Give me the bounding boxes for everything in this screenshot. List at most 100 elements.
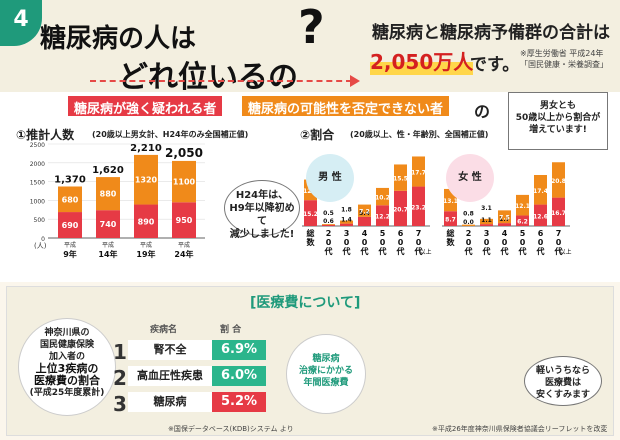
x-tick-label: 代: [396, 246, 405, 256]
bar-possible: [376, 187, 389, 206]
bar-strong: [376, 205, 389, 226]
total-label: 2,050: [165, 146, 203, 160]
data-label: 8.7: [445, 217, 456, 224]
x-tick-label: 代: [518, 246, 527, 256]
data-label: 0.8: [463, 211, 474, 218]
x-tick-label: 0: [326, 238, 332, 247]
note-line-1: 男女とも: [539, 101, 576, 111]
data-label: 1.7: [499, 216, 510, 223]
arrow-icon: [350, 75, 360, 87]
legend-suffix: の: [474, 102, 491, 121]
data-label: 12.1: [515, 203, 530, 210]
rank-disease: 糖尿病: [128, 392, 212, 412]
source-note: ※厚生労働省 平成24年 「国民健康・栄養調査」: [520, 48, 608, 70]
x-tick-label: 数: [447, 237, 456, 247]
data-label: 16.7: [551, 210, 566, 217]
data-label: 17.7: [411, 170, 426, 177]
x-tick-label: 0: [520, 238, 526, 247]
bar-possible: [358, 204, 371, 217]
x-tick-label: 6: [538, 229, 544, 238]
bar-strong: [304, 200, 317, 226]
x-tick-label: 3: [344, 229, 350, 238]
data-label: 0.5: [323, 210, 334, 217]
rank-number: 3: [113, 392, 127, 416]
bar-strong: [444, 211, 457, 226]
section1-title: ①推計人数: [16, 128, 75, 142]
x-tick-label: 0: [556, 238, 562, 247]
data-label: 1320: [135, 176, 158, 185]
male-label: 男 性: [306, 154, 354, 202]
y-tick-label: 1000: [30, 198, 45, 205]
data-label: 12.6: [533, 213, 548, 220]
x-tick-label: 5: [520, 229, 526, 238]
x-tick-label: 0: [380, 238, 386, 247]
total-label: 1,620: [92, 165, 124, 176]
bar-strong: [172, 202, 196, 238]
dashed-underline: [90, 80, 352, 82]
bar-strong: [58, 212, 82, 238]
bar-possible: [394, 164, 407, 191]
callout-line-3: 減少しました!: [229, 229, 295, 240]
x-tick-label: 代: [342, 246, 351, 256]
x-tick-label: 総: [307, 228, 315, 238]
bar-strong: [394, 190, 407, 226]
bar-possible: [322, 224, 335, 225]
bar-possible: [58, 186, 82, 213]
data-label: 1.4: [341, 217, 352, 224]
x-tick-label: 以上: [419, 248, 431, 256]
title-line-1: 糖尿病の人は: [40, 24, 197, 54]
x-tick-label: 0: [344, 238, 350, 247]
cost-line-3: 年間医療費: [303, 378, 349, 388]
rank-disease: 腎不全: [128, 340, 212, 360]
rank-disease: 高血圧性疾患: [128, 366, 212, 386]
data-label: 17.4: [533, 188, 548, 195]
circle-line-6: (平成25年度累計): [29, 388, 105, 398]
title-line-2: どれ位いるの: [118, 60, 298, 95]
x-tick-label: 4: [362, 229, 368, 238]
section2-subtitle: (20歳以上、性・年齢別、全国補正値): [350, 130, 489, 139]
table-header-name: 疾病名: [150, 325, 178, 335]
circle-line-4: 上位3疾病の: [35, 362, 99, 375]
data-label: 680: [62, 195, 79, 204]
male-ratio-chart: 15.212.1総数0.60.520代1.41.830代5.47.240代12.…: [302, 156, 432, 256]
callout-line-2: H9年以降初めて: [229, 203, 295, 227]
bar-strong: [516, 215, 529, 226]
bar-strong: [358, 216, 371, 226]
decrease-callout: H24年は、 H9年以降初めて 減少しました!: [224, 180, 300, 240]
bar-strong: [412, 186, 425, 226]
note-line-2: 50歳以上から割合が: [515, 113, 601, 123]
data-label: 7.5: [499, 215, 510, 222]
callout-line-1: H24年は、: [235, 190, 289, 201]
note-line-3: 増えています!: [529, 125, 587, 135]
data-label: 740: [100, 220, 117, 229]
x-tick-label: 平成: [64, 241, 76, 249]
data-label: 950: [176, 216, 193, 225]
circle-line-2: 国民健康保険: [39, 340, 94, 350]
x-tick-label: 0: [502, 238, 508, 247]
x-tick-label: 代: [500, 246, 509, 256]
x-tick-label: 平成: [102, 241, 114, 249]
source-line-2: 「国民健康・栄養調査」: [520, 60, 608, 69]
bar-strong: [96, 210, 120, 238]
data-label: 1100: [173, 178, 196, 187]
x-tick-label: 以上: [559, 248, 571, 256]
x-tick-label: 14年: [98, 249, 117, 259]
question-mark: ?: [298, 0, 325, 54]
cost-source: ※平成26年度神奈川県保険者協議会リーフレットを改変: [432, 425, 608, 433]
x-tick-label: 0: [416, 238, 422, 247]
x-tick-label: 7: [556, 229, 562, 238]
bar-possible: [134, 154, 158, 205]
x-tick-label: 19年: [136, 249, 155, 259]
y-tick-label: 2500: [30, 142, 45, 149]
summary-value: 2,050万人: [370, 46, 474, 75]
data-label: 0.0: [463, 219, 474, 226]
rank-number: 1: [113, 340, 127, 364]
x-tick-label: 代: [464, 246, 473, 256]
bar-strong: [340, 223, 353, 226]
x-tick-label: 平成: [178, 241, 190, 249]
x-tick-label: 0: [538, 238, 544, 247]
bar-possible: [516, 194, 529, 216]
data-label: 1.1: [481, 217, 492, 224]
section2-title: ②割合: [300, 128, 335, 142]
data-label: 3.1: [481, 205, 492, 212]
